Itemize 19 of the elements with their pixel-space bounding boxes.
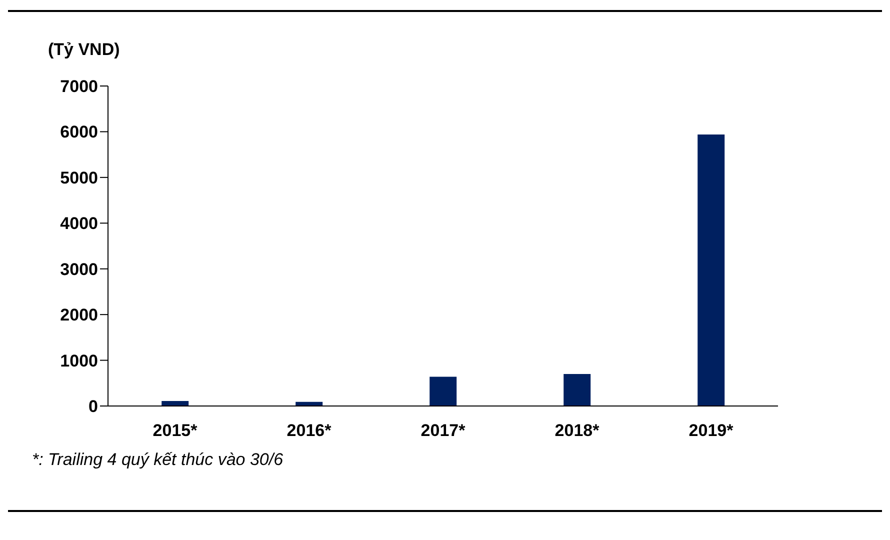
y-tick-label: 6000 [60, 122, 98, 142]
x-tick-label: 2019* [688, 421, 734, 440]
bar [698, 134, 725, 406]
y-tick-label: 3000 [60, 260, 98, 279]
y-tick-label: 2000 [60, 306, 98, 325]
bar [162, 400, 189, 406]
x-tick-label: 2015* [152, 421, 198, 440]
y-tick-label: 1000 [60, 351, 98, 370]
y-tick-label: 7000 [60, 77, 98, 96]
x-tick-label: 2016* [286, 421, 332, 440]
y-tick-label: 5000 [60, 168, 98, 188]
y-tick-label: 4000 [60, 214, 98, 234]
x-tick-label: 2017* [420, 421, 466, 440]
x-tick-label: 2018* [554, 421, 600, 440]
bar [564, 374, 591, 406]
text: *: Trailing 4 quý kết thúc vào 30/6 [32, 450, 284, 470]
y-tick-label: 0 [88, 397, 98, 416]
y-axis-title: (Tỷ VND) [48, 40, 120, 60]
bar [430, 376, 457, 406]
